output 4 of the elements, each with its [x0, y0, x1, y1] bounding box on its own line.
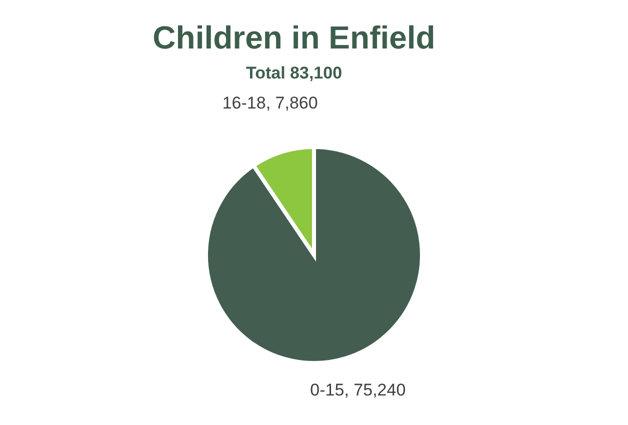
slice-label: 16-18, 7,860 — [222, 94, 318, 113]
slice-label: 0-15, 75,240 — [310, 380, 406, 400]
chart-subtitle: Total 83,100 — [246, 64, 342, 83]
chart-title: Children in Enfield — [152, 20, 436, 56]
